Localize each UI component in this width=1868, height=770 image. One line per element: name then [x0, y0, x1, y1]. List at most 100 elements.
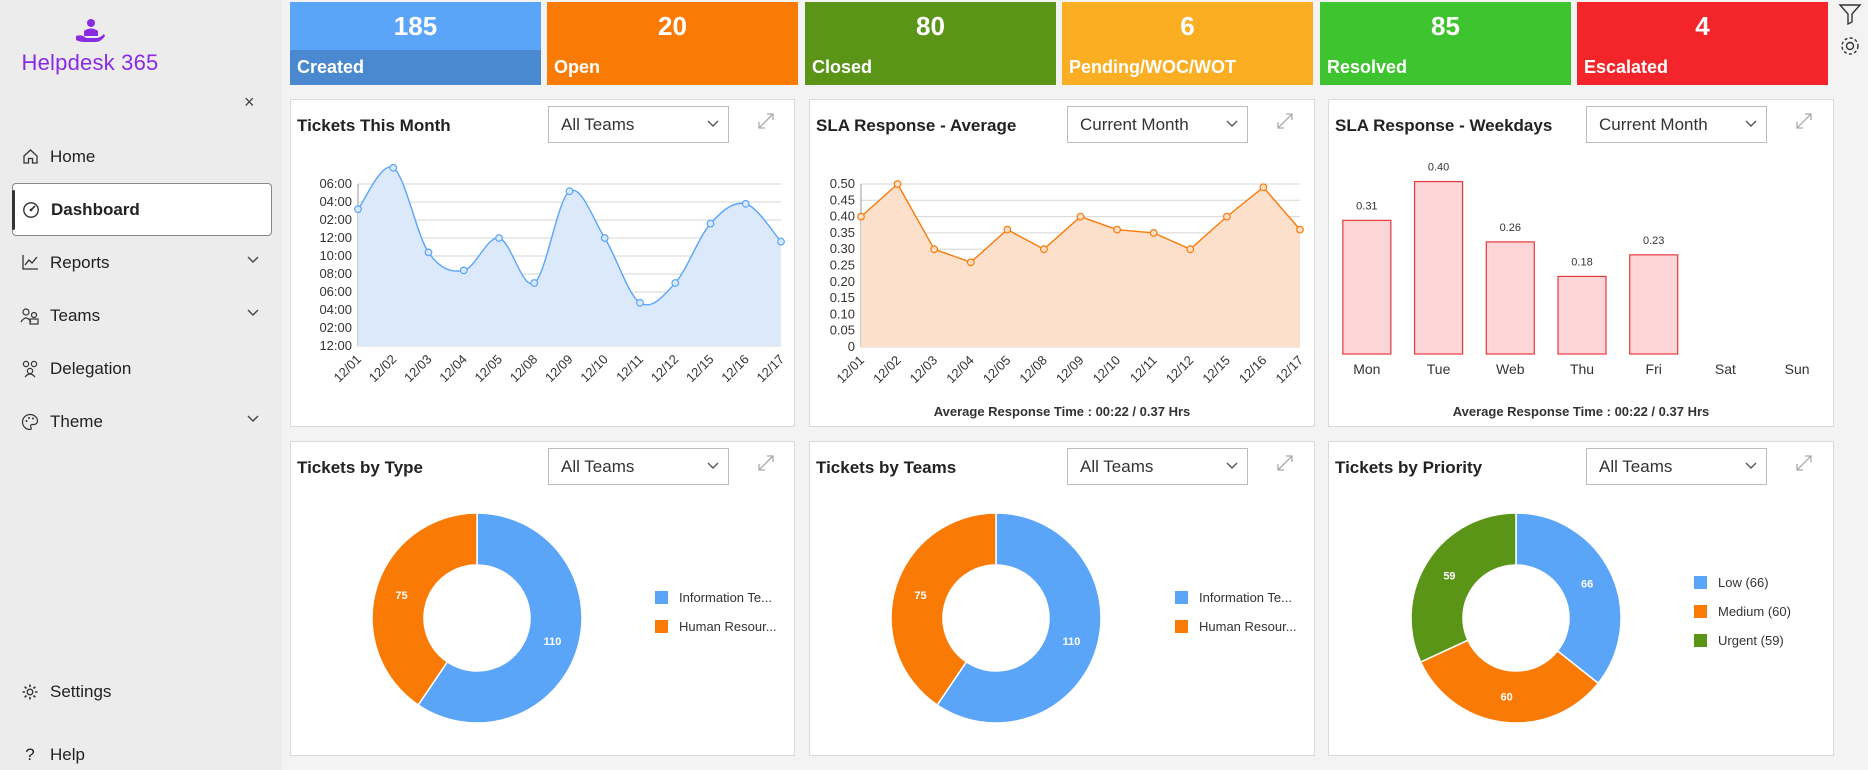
expand-icon[interactable]: [757, 454, 775, 472]
sidebar-item-reports[interactable]: Reports: [0, 236, 282, 289]
team-filter-dropdown[interactable]: All Teams: [1067, 448, 1248, 485]
legend-label: Medium (60): [1718, 604, 1791, 619]
brand: Helpdesk 365: [20, 18, 160, 76]
kpi-pending[interactable]: 6 Pending/WOC/WOT: [1062, 2, 1313, 85]
card-title: SLA Response - Average: [816, 116, 1017, 135]
sidebar-help[interactable]: ? Help: [20, 745, 85, 765]
x-tick-label: 12/08: [1016, 353, 1050, 387]
expand-icon[interactable]: [1276, 454, 1294, 472]
sidebar-item-dashboard[interactable]: Dashboard: [12, 183, 272, 236]
pie-slice: [1515, 512, 1622, 685]
gear-icon[interactable]: [1838, 34, 1862, 58]
data-point: [1149, 228, 1158, 237]
x-tick-label: 12/01: [331, 352, 365, 386]
helpdesk-logo-icon: [76, 19, 105, 42]
legend-label: Human Resour...: [1199, 619, 1297, 634]
y-tick-label: 0.20: [830, 274, 855, 289]
gear-icon: [20, 682, 40, 702]
sidebar-item-home[interactable]: Home: [0, 130, 282, 183]
slice-value-label: 75: [395, 590, 407, 602]
legend-item[interactable]: Medium (60): [1694, 597, 1791, 626]
chart-legend: Information Te... Human Resour...: [1175, 583, 1297, 641]
bar: [1342, 219, 1392, 355]
y-tick-label: 0.15: [830, 290, 855, 305]
team-filter-dropdown[interactable]: All Teams: [548, 106, 729, 143]
filter-icon[interactable]: [1838, 2, 1862, 26]
legend-label: Human Resour...: [679, 619, 777, 634]
data-point: [636, 298, 644, 307]
y-tick-label: 0.30: [830, 241, 855, 256]
data-point: [530, 279, 539, 287]
data-point: [1222, 212, 1231, 221]
card-title: Tickets by Priority: [1335, 458, 1483, 477]
x-tick-label: 12/05: [472, 352, 506, 386]
pie-slice: [936, 512, 1102, 724]
chevron-down-icon: [1226, 462, 1238, 469]
chevron-down-icon: [1226, 120, 1238, 127]
x-tick-label: 12/10: [577, 352, 611, 386]
sidebar-nav: Home Dashboard Reports Teams D: [0, 130, 282, 448]
expand-icon[interactable]: [757, 112, 775, 130]
legend-swatch: [1175, 620, 1188, 633]
sidebar-settings[interactable]: Settings: [20, 682, 111, 702]
y-tick-label: 0.25: [830, 258, 855, 273]
kpi-closed[interactable]: 80 Closed: [805, 2, 1056, 85]
series-area: [861, 184, 1300, 347]
dropdown-value: Current Month: [1599, 114, 1708, 134]
close-sidebar-icon[interactable]: ×: [244, 92, 255, 112]
legend-item[interactable]: Information Te...: [1175, 583, 1297, 612]
bar-value-label: 0.40: [1428, 162, 1449, 174]
chevron-down-icon: [247, 309, 259, 316]
settings-label: Settings: [50, 682, 112, 701]
data-point: [1003, 225, 1012, 234]
legend-item[interactable]: Human Resour...: [1175, 612, 1297, 641]
bar-value-label: 0.18: [1571, 256, 1592, 268]
y-tick-label: 06:00: [319, 284, 352, 299]
period-filter-dropdown[interactable]: Current Month: [1586, 106, 1767, 143]
data-point: [741, 199, 750, 208]
data-point: [1296, 225, 1304, 234]
card-tickets-by-type: Tickets by Type All Teams 110 75 Informat…: [290, 441, 795, 756]
kpi-escalated[interactable]: 4 Escalated: [1577, 2, 1828, 85]
x-tick-label: 12/12: [1163, 353, 1197, 387]
sidebar-item-delegation[interactable]: Delegation: [0, 342, 282, 395]
sidebar-item-label: Reports: [50, 252, 110, 272]
dropdown-value: All Teams: [1080, 456, 1154, 476]
sidebar-item-teams[interactable]: Teams: [0, 289, 282, 342]
legend-item[interactable]: Information Te...: [655, 583, 777, 612]
x-tick-label: 12/03: [907, 353, 941, 387]
expand-icon[interactable]: [1795, 454, 1813, 472]
kpi-resolved[interactable]: 85 Resolved: [1320, 2, 1571, 85]
y-tick-label: 02:00: [319, 320, 352, 335]
kpi-value: 185: [290, 2, 541, 50]
card-tickets-by-teams: Tickets by Teams All Teams 110 75 Informa…: [809, 441, 1315, 756]
x-tick-label: 12/16: [718, 352, 752, 386]
legend-item[interactable]: Urgent (59): [1694, 626, 1791, 655]
data-point: [1113, 225, 1121, 234]
chart-legend: Information Te... Human Resour...: [655, 583, 777, 641]
kpi-open[interactable]: 20 Open: [547, 2, 798, 85]
data-point: [966, 258, 975, 267]
data-point: [565, 187, 574, 196]
expand-icon[interactable]: [1276, 112, 1294, 130]
kpi-created[interactable]: 185 Created: [290, 2, 541, 85]
legend-swatch: [655, 591, 668, 604]
y-tick-label: 0.35: [830, 225, 855, 240]
x-tick-label: Fri: [1646, 361, 1662, 377]
sidebar-item-label: Dashboard: [51, 199, 140, 219]
kpi-value: 20: [658, 10, 687, 41]
x-tick-label: Sat: [1715, 361, 1736, 377]
x-tick-label: 12/04: [943, 353, 977, 387]
legend-item[interactable]: Low (66): [1694, 568, 1791, 597]
team-filter-dropdown[interactable]: All Teams: [548, 448, 729, 485]
legend-item[interactable]: Human Resour...: [655, 612, 777, 641]
sidebar-item-theme[interactable]: Theme: [0, 395, 282, 448]
team-filter-dropdown[interactable]: All Teams: [1586, 448, 1767, 485]
sidebar-item-label: Theme: [50, 411, 103, 431]
x-tick-label: 12/17: [1273, 353, 1307, 387]
kpi-value: 80: [916, 10, 945, 41]
bar: [1629, 254, 1679, 355]
sla-average-chart: 0.500.45 0.400.350.30 0.250.200.150.10 0.05…: [830, 176, 1307, 387]
expand-icon[interactable]: [1795, 112, 1813, 130]
period-filter-dropdown[interactable]: Current Month: [1067, 106, 1248, 143]
